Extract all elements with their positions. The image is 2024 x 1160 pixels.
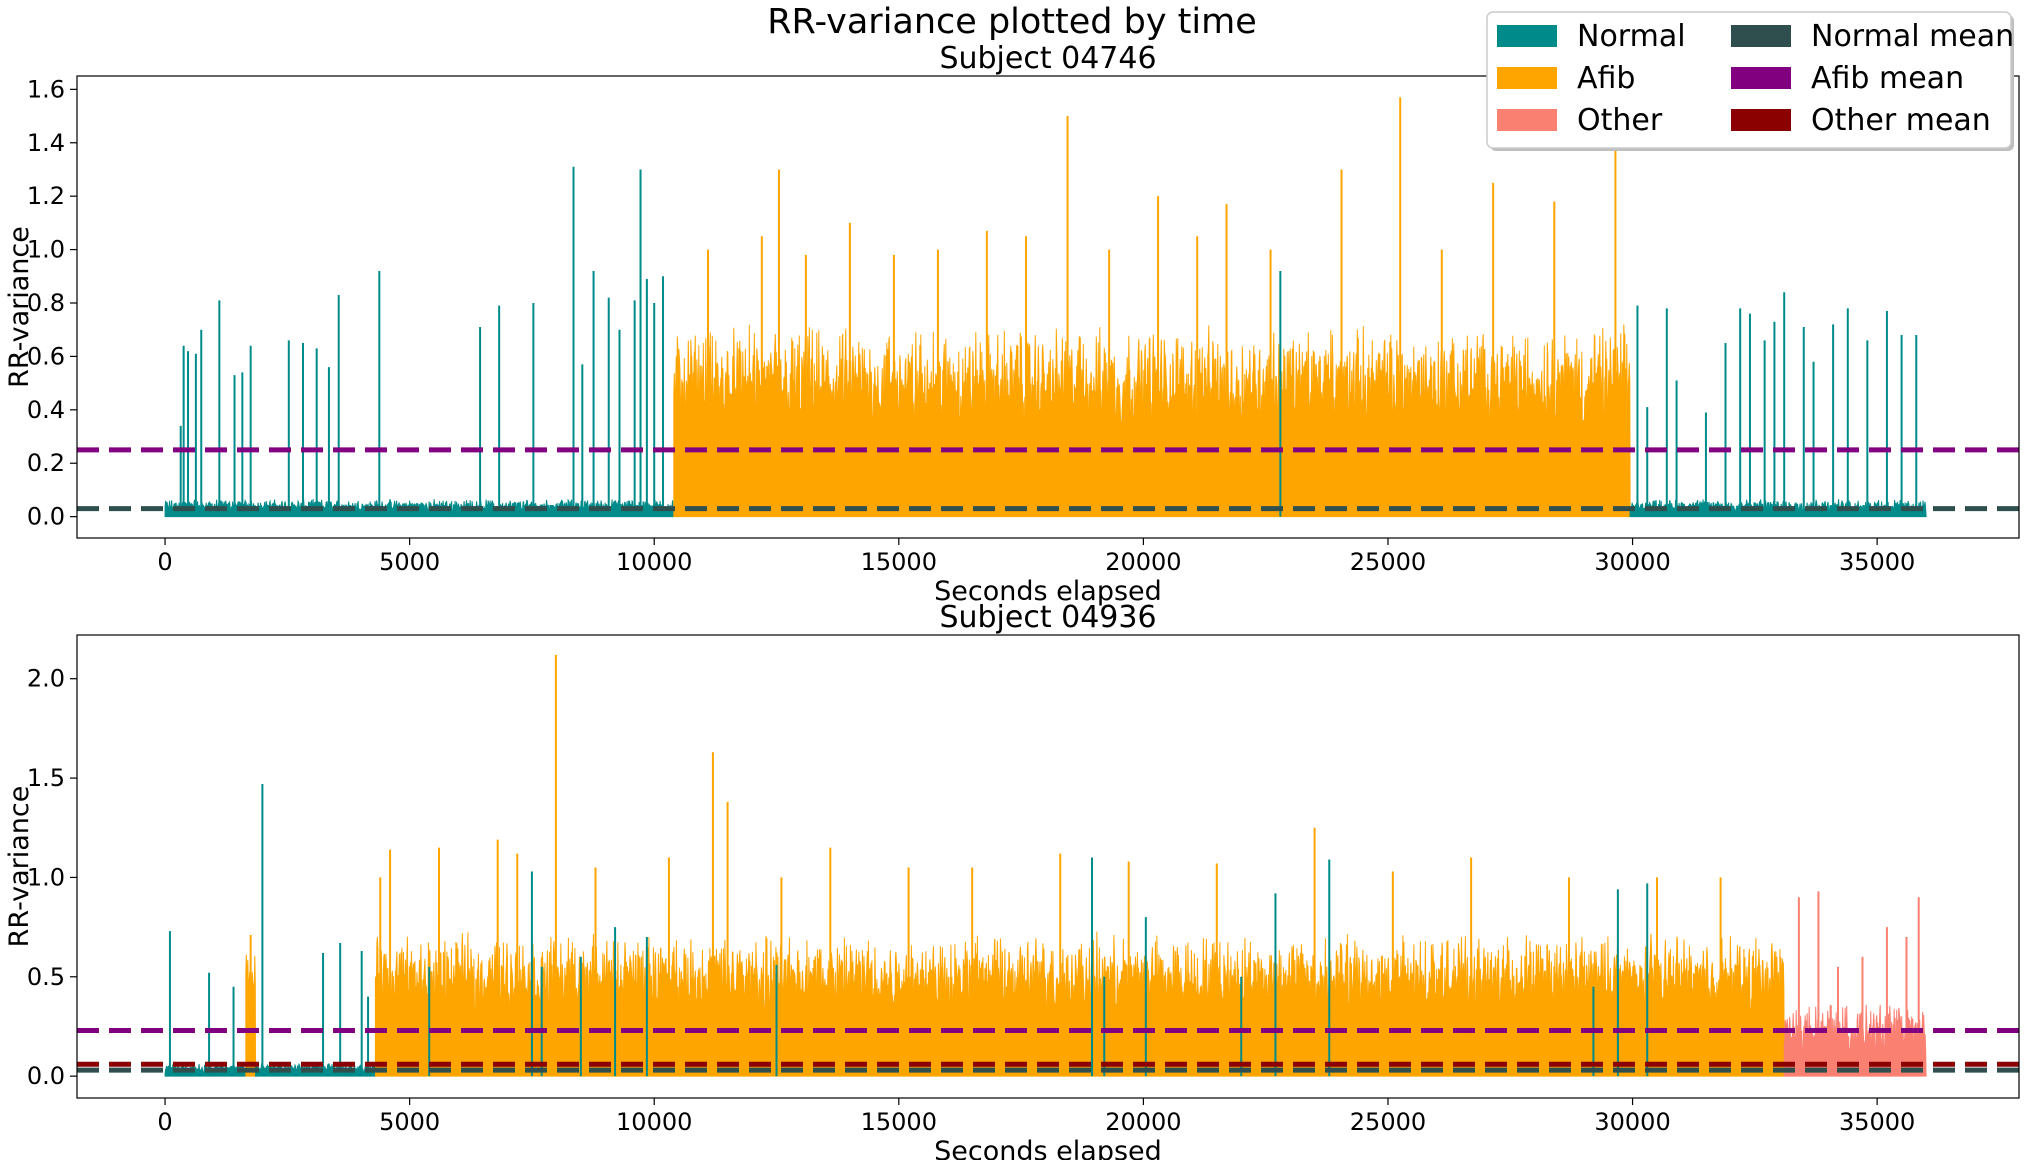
y-tick-label: 0.6: [27, 342, 65, 370]
y-tick-label: 1.2: [27, 182, 65, 210]
legend: Normal Afib Other Normal mean Afib mean Other…: [1486, 11, 2014, 151]
segment-normal-0: [164, 498, 675, 518]
x-tick-label: 25000: [1350, 548, 1426, 576]
x-tick-label: 15000: [861, 548, 937, 576]
y-tick-label: 0.5: [27, 963, 65, 991]
y-tick-label: 1.0: [27, 236, 65, 264]
x-tick-label: 35000: [1839, 548, 1915, 576]
x-axis-label: Seconds elapsed: [934, 576, 1162, 607]
subplots: 0 5000 10000 15000 20000 25000 30000 35000 0.0 0.…: [4, 41, 2020, 1160]
legend-swatch-normal: [1497, 25, 1557, 47]
figure-title: RR-variance plotted by time: [767, 2, 1257, 42]
legend-label: Other mean: [1811, 103, 1991, 138]
y-tick-label: 0.2: [27, 449, 65, 477]
y-tick-label: 1.6: [27, 75, 65, 103]
x-tick-label: 5000: [379, 548, 440, 576]
axes-frame: [76, 75, 2020, 539]
y-tick-label: 0.0: [27, 503, 65, 531]
y-tick-label: 2.0: [27, 665, 65, 693]
subplot-2: 0 5000 10000 15000 20000 25000 30000 35000 0.0 0.…: [4, 600, 2020, 1160]
x-tick-label: 20000: [1105, 548, 1181, 576]
y-tick-label: 0.4: [27, 396, 65, 424]
x-tick-label: 5000: [379, 1108, 440, 1136]
legend-swatch-normal-mean: [1731, 25, 1791, 47]
x-tick-label: 0: [157, 1108, 172, 1136]
x-tick-label: 35000: [1839, 1108, 1915, 1136]
x-tick-label: 30000: [1594, 1108, 1670, 1136]
axes-frame: [76, 634, 2020, 1099]
y-tick-label: 1.0: [27, 863, 65, 891]
legend-label: Other: [1577, 103, 1663, 138]
y-tick-label: 0.0: [27, 1062, 65, 1090]
plot-area: [77, 654, 2019, 1077]
subplot-1: 0 5000 10000 15000 20000 25000 30000 35000 0.0 0.…: [4, 41, 2020, 607]
legend-swatch-afib-mean: [1731, 67, 1791, 89]
subplot-title: Subject 04746: [939, 41, 1156, 76]
subplot-title: Subject 04936: [939, 600, 1156, 635]
legend-label: Afib: [1577, 61, 1635, 96]
x-tick-label: 20000: [1105, 1108, 1181, 1136]
x-tick-label: 30000: [1594, 548, 1670, 576]
x-tick-label: 10000: [616, 548, 692, 576]
x-axis-label: Seconds elapsed: [934, 1136, 1162, 1160]
legend-swatch-afib: [1497, 67, 1557, 89]
x-tick-label: 10000: [616, 1108, 692, 1136]
legend-label: Normal: [1577, 19, 1686, 54]
y-axis-label: RR-variance: [4, 226, 35, 388]
y-tick-label: 1.5: [27, 764, 65, 792]
x-tick-label: 25000: [1350, 1108, 1426, 1136]
segment-afib-3: [374, 931, 1785, 1077]
x-tick-label: 0: [157, 548, 172, 576]
legend-label: Afib mean: [1811, 61, 1964, 96]
legend-swatch-other: [1497, 109, 1557, 131]
y-axis-label: RR-variance: [4, 786, 35, 948]
legend-swatch-other-mean: [1731, 109, 1791, 131]
segment-afib-1: [673, 324, 1631, 518]
x-tick-label: 15000: [861, 1108, 937, 1136]
y-tick-label: 1.4: [27, 129, 65, 157]
legend-label: Normal mean: [1811, 19, 2014, 54]
plot-area: [77, 97, 2019, 518]
y-tick-label: 0.8: [27, 289, 65, 317]
